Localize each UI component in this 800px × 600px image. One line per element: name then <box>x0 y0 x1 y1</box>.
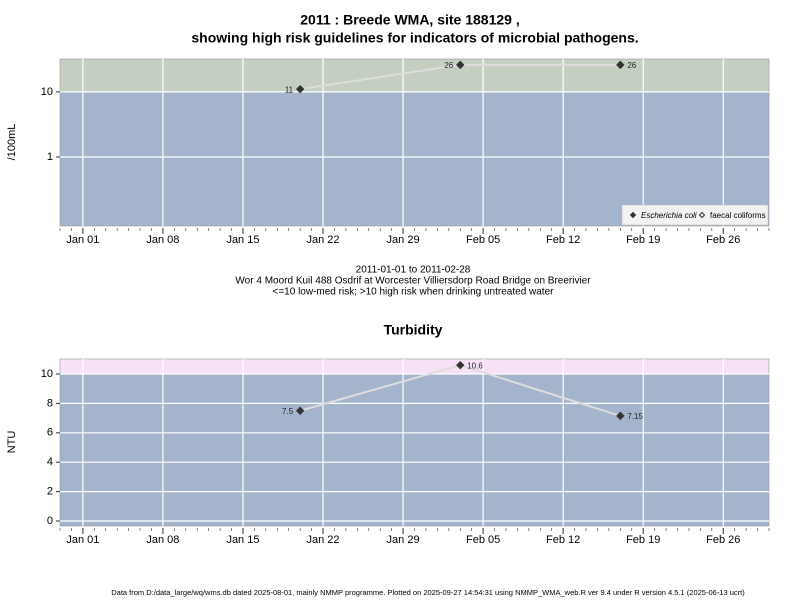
legend-box <box>621 204 769 226</box>
x-tick-label: Feb 19 <box>626 534 660 546</box>
x-tick-label: Jan 29 <box>387 534 420 546</box>
plot-frame <box>59 358 770 527</box>
title-line: showing high risk guidelines for indicat… <box>191 30 638 46</box>
caption-line: 2011-01-01 to 2011-02-28 <box>356 265 471 276</box>
y-tick-label: 2 <box>47 486 53 498</box>
legend-marker <box>698 211 706 219</box>
x-tick-label: Feb 26 <box>706 234 740 246</box>
data-label: 7.5 <box>282 407 294 416</box>
data-label: 26 <box>444 61 453 70</box>
x-tick-label: Feb 12 <box>546 234 580 246</box>
plot-frame <box>59 58 770 227</box>
caption-line: Wor 4 Moord Kuil 488 Osdrif at Worcester… <box>235 276 591 287</box>
x-tick-label: Jan 01 <box>66 234 99 246</box>
y-tick-label: 8 <box>47 397 53 409</box>
footer: Data from D:/data_large/wq/wms.db dated … <box>111 588 745 597</box>
low-risk-band <box>60 91 769 226</box>
y-tick-label: 6 <box>47 427 53 439</box>
x-tick-label: Jan 15 <box>226 234 259 246</box>
data-point <box>456 360 465 370</box>
y-axis-label: /100mL <box>6 124 18 161</box>
x-tick-label: Jan 08 <box>146 234 179 246</box>
data-point <box>456 60 465 70</box>
high-risk-band <box>60 59 769 92</box>
y-tick-label: 0 <box>47 515 53 527</box>
x-tick-label: Jan 08 <box>146 534 179 546</box>
data-point <box>616 60 625 70</box>
x-tick-label: Feb 19 <box>626 234 660 246</box>
legend-label: Escherichia coli <box>641 211 697 220</box>
data-point <box>295 84 305 94</box>
y-tick-label: 1 <box>47 151 53 163</box>
y-tick-label: 4 <box>47 456 53 468</box>
y-tick-label: 10 <box>41 86 53 98</box>
x-tick-label: Jan 15 <box>226 534 259 546</box>
y-tick-label: 10 <box>41 368 53 380</box>
x-tick-label: Feb 05 <box>466 234 500 246</box>
x-tick-label: Jan 29 <box>387 234 420 246</box>
data-label: 7.15 <box>627 412 643 421</box>
panel-title: Turbidity <box>384 322 443 338</box>
x-tick-label: Feb 26 <box>706 534 740 546</box>
data-label: 11 <box>285 85 294 94</box>
data-label: 10.6 <box>467 361 483 370</box>
title-line: 2011 : Breede WMA, site 188129 , <box>300 12 519 28</box>
high-risk-band <box>60 359 769 374</box>
data-point <box>616 411 625 421</box>
x-tick-label: Feb 12 <box>546 534 580 546</box>
x-tick-label: Jan 22 <box>307 534 340 546</box>
x-tick-label: Jan 01 <box>66 534 99 546</box>
y-axis-label: NTU <box>6 431 18 454</box>
low-risk-band <box>60 373 769 526</box>
x-tick-label: Feb 05 <box>466 534 500 546</box>
data-point <box>295 406 305 415</box>
x-tick-label: Jan 22 <box>307 234 340 246</box>
legend-label: faecal coliforms <box>710 211 766 220</box>
data-label: 26 <box>627 61 636 70</box>
caption-line: <=10 low-med risk; >10 high risk when dr… <box>273 287 555 298</box>
legend-marker <box>629 211 637 219</box>
